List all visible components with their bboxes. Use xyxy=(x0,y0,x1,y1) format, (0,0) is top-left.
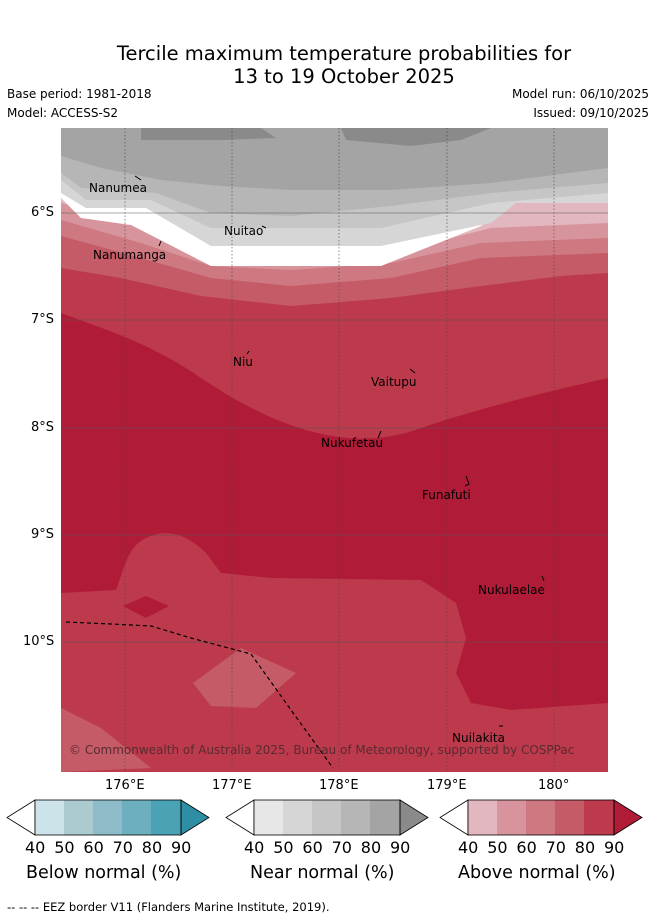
colorbar-tick-label: 50 xyxy=(273,838,294,857)
lat-label: 7°S xyxy=(31,312,55,327)
lon-label: 177°E xyxy=(212,778,252,793)
lon-label: 179°E xyxy=(427,778,467,793)
colorbar-tick-label: 70 xyxy=(331,838,352,857)
funafuti-island xyxy=(464,475,470,487)
place-label: Nanumea xyxy=(89,181,147,195)
lat-label: 6°S xyxy=(31,205,55,220)
colorbar-title-below: Below normal (%) xyxy=(26,863,182,883)
base-period: Base period: 1981-2018 xyxy=(7,87,152,101)
colorbar-near xyxy=(225,799,429,836)
colorbar-tick-label: 80 xyxy=(574,838,596,857)
lat-label: 9°S xyxy=(31,527,55,542)
nanumanga-island xyxy=(158,240,162,247)
colorbar-title-above: Above normal (%) xyxy=(458,863,616,883)
place-label: Nukufetau xyxy=(321,436,384,450)
nuitao-island xyxy=(261,225,267,229)
place-label: Nuitao xyxy=(224,224,264,238)
colorbar-tick-label: 50 xyxy=(487,838,508,857)
lon-label: 178°E xyxy=(319,778,359,793)
colorbar-tick-label: 80 xyxy=(360,838,382,857)
colorbar-tick-label: 60 xyxy=(302,838,323,857)
colorbar-tick-label: 70 xyxy=(112,838,133,857)
colorbars xyxy=(6,799,643,836)
copyright: © Commonwealth of Australia 2025, Bureau… xyxy=(69,743,575,757)
place-label: Nanumanga xyxy=(93,248,167,262)
eez-legend: -- -- -- EEZ border V11 (Flanders Marine… xyxy=(7,900,330,914)
colorbar-title-near: Near normal (%) xyxy=(250,863,395,883)
colorbar-tick-label: 80 xyxy=(141,838,163,857)
colorbar-tick-label: 60 xyxy=(516,838,537,857)
place-label: Vaitupu xyxy=(371,375,417,389)
colorbar-tick-label: 40 xyxy=(25,838,46,857)
lat-label: 8°S xyxy=(31,420,55,435)
place-label: Niu xyxy=(233,355,253,369)
place-label: Nukulaelae xyxy=(478,583,545,597)
lon-label: 180° xyxy=(538,778,570,793)
lon-label: 176°E xyxy=(105,778,145,793)
nanumea-island xyxy=(134,175,142,181)
colorbar-tick-label: 50 xyxy=(54,838,75,857)
nukulaelae-island xyxy=(541,575,545,582)
colorbar-tick-label: 90 xyxy=(390,838,411,857)
model-run: Model run: 06/10/2025 xyxy=(511,87,649,101)
above-80-region-south xyxy=(61,533,608,772)
lat-label: 10°S xyxy=(23,634,55,649)
issued-date: Issued: 09/10/2025 xyxy=(533,106,649,120)
place-label: Nuilakita xyxy=(452,731,505,745)
map-panel xyxy=(61,128,608,772)
colorbar-tick-label: 90 xyxy=(171,838,192,857)
vaitupu-island xyxy=(409,368,416,374)
map-title-line1: Tercile maximum temperature probabilitie… xyxy=(116,42,572,65)
colorbar-tick-label: 90 xyxy=(604,838,625,857)
graticule xyxy=(124,128,555,772)
colorbar-tick-label: 70 xyxy=(545,838,566,857)
colorbar-above xyxy=(439,799,643,836)
colorbar-below xyxy=(6,799,210,836)
colorbar-tick-label: 60 xyxy=(83,838,104,857)
nukufetau-island xyxy=(377,430,382,439)
colorbar-tick-label: 40 xyxy=(244,838,265,857)
model-name: Model: ACCESS-S2 xyxy=(7,106,119,120)
colorbar-tick-label: 40 xyxy=(458,838,479,857)
place-label: Funafuti xyxy=(422,488,471,502)
map-title-line2: 13 to 19 October 2025 xyxy=(233,65,455,88)
niu-island xyxy=(246,350,250,355)
eez-border xyxy=(65,621,334,769)
